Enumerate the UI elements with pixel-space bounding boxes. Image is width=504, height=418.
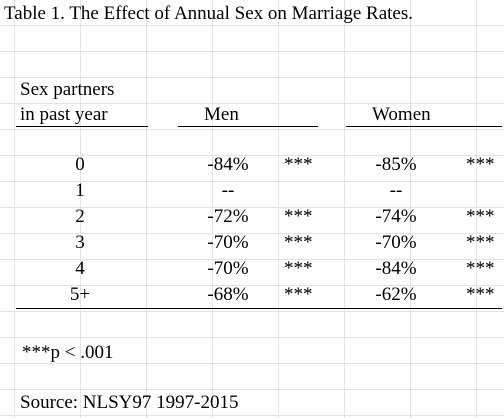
men-significance-cell: ***	[284, 284, 313, 305]
men-significance-cell: ***	[284, 258, 313, 279]
men-value-cell: -70%	[207, 232, 249, 253]
header-rule-women	[346, 126, 502, 127]
column-header-men: Men	[204, 104, 239, 125]
header-rule-men	[178, 126, 318, 127]
table-row: 5+ -68% *** -62% ***	[0, 283, 504, 309]
row-header-line1: Sex partners	[20, 79, 115, 100]
header-rule-partners	[16, 126, 148, 127]
partners-cell: 3	[75, 232, 85, 253]
table-title: Table 1. The Effect of Annual Sex on Mar…	[4, 3, 413, 24]
table-bottom-rule	[16, 308, 502, 309]
significance-note: ***p < .001	[22, 342, 114, 363]
table-row: 2 -72% *** -74% ***	[0, 205, 504, 231]
women-significance-cell: ***	[466, 206, 495, 227]
row-header-line2: in past year	[20, 104, 108, 125]
source-note: Source: NLSY97 1997-2015	[20, 392, 239, 413]
women-significance-cell: ***	[466, 154, 495, 175]
women-value-cell: -84%	[375, 258, 417, 279]
table-row: 0 -84% *** -85% ***	[0, 153, 504, 179]
men-significance-cell: ***	[284, 232, 313, 253]
partners-cell: 5+	[69, 284, 91, 305]
women-value-cell: -74%	[375, 206, 417, 227]
men-value-cell: -68%	[207, 284, 249, 305]
women-significance-cell: ***	[466, 284, 495, 305]
table-row: 1 -- --	[0, 179, 504, 205]
column-header-women: Women	[372, 104, 431, 125]
women-value-cell: -85%	[375, 154, 417, 175]
men-value-cell: -84%	[207, 154, 249, 175]
men-value-cell: --	[221, 180, 235, 201]
table-row: 3 -70% *** -70% ***	[0, 231, 504, 257]
women-value-cell: -62%	[375, 284, 417, 305]
women-significance-cell: ***	[466, 258, 495, 279]
partners-cell: 2	[75, 206, 85, 227]
women-significance-cell: ***	[466, 232, 495, 253]
table-body: 0 -84% *** -85% *** 1 -- -- 2 -72% *** -…	[0, 153, 504, 309]
table-row: 4 -70% *** -84% ***	[0, 257, 504, 283]
partners-cell: 1	[75, 180, 85, 201]
women-value-cell: --	[389, 180, 403, 201]
partners-cell: 4	[75, 258, 85, 279]
men-value-cell: -72%	[207, 206, 249, 227]
men-value-cell: -70%	[207, 258, 249, 279]
women-value-cell: -70%	[375, 232, 417, 253]
partners-cell: 0	[75, 154, 85, 175]
men-significance-cell: ***	[284, 154, 313, 175]
men-significance-cell: ***	[284, 206, 313, 227]
